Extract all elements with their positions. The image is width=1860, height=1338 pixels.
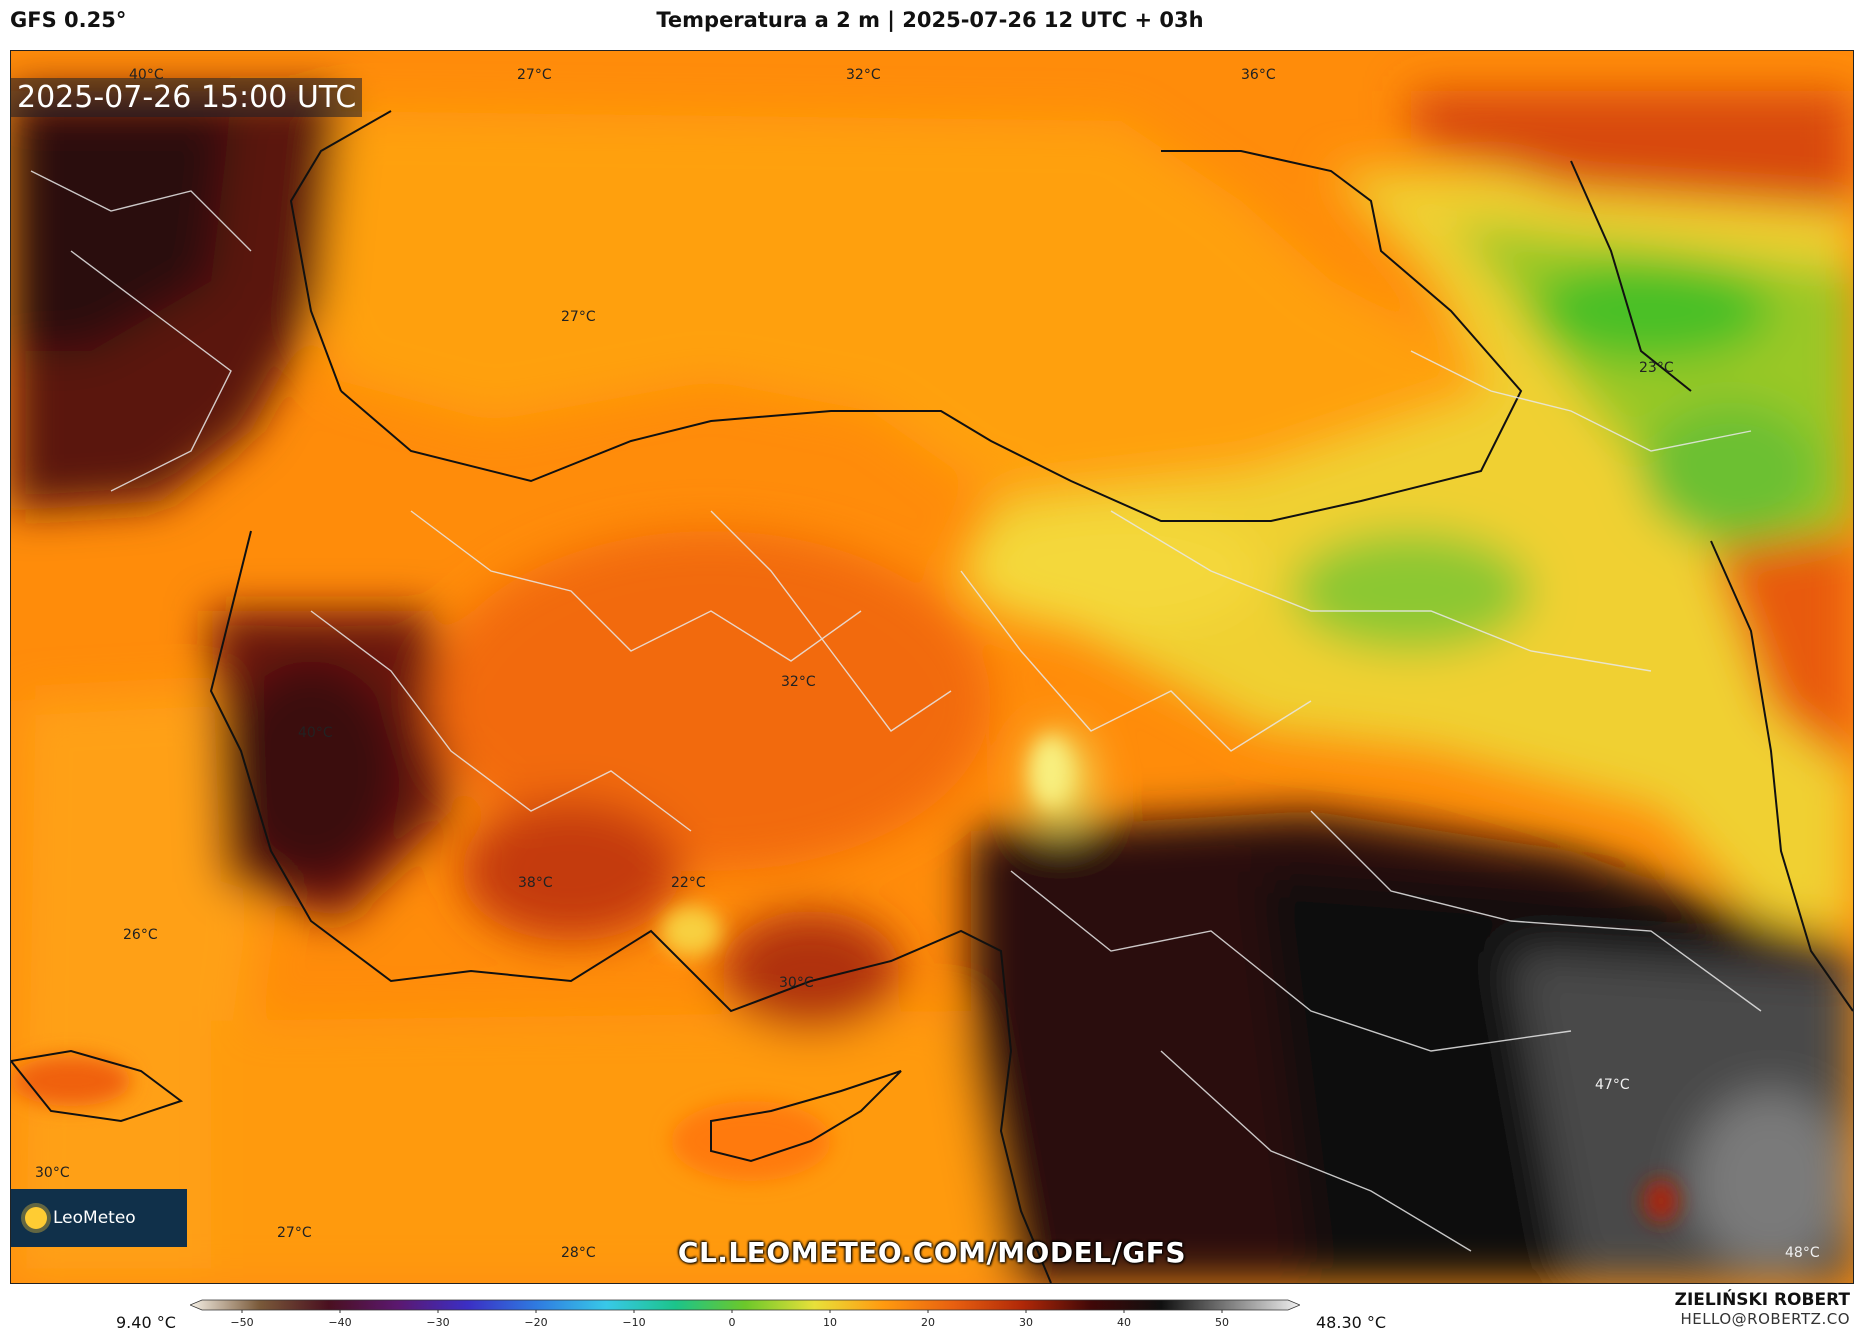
temperature-label: 30°C (779, 975, 814, 991)
border-line (710, 510, 952, 732)
leometeo-logo: LeoMeteo (11, 1189, 187, 1247)
antalya-cool (661, 906, 721, 956)
armenia-green (1641, 401, 1821, 541)
colorbar-tick-label: −30 (426, 1316, 449, 1328)
temperature-field (11, 91, 1853, 1283)
colorbar-tick-label: 50 (1215, 1316, 1229, 1328)
colorbar-tick-label: 10 (823, 1316, 837, 1328)
colorbar-tick-label: 0 (729, 1316, 736, 1328)
temperature-label: 27°C (277, 1225, 312, 1241)
central-anatolia (431, 531, 991, 871)
border-line (960, 570, 1312, 752)
logo-text: LeoMeteo (53, 1208, 136, 1228)
colorbar-tick-label: −50 (230, 1316, 253, 1328)
map-panel: 2025-07-26 15:00 UTC 40°C 27°C 32°C 36°C… (10, 50, 1854, 1284)
temperature-map (11, 51, 1853, 1283)
east-anatolia-green (1291, 531, 1531, 651)
crete-coast (11, 1049, 184, 1123)
temperature-label: 48°C (1785, 1245, 1820, 1261)
temperature-label: 30°C (35, 1165, 70, 1181)
colorbar-tick-label: −20 (524, 1316, 547, 1328)
border-line (410, 510, 862, 662)
author-email: HELLO@ROBERTZ.CO (1680, 1310, 1850, 1328)
south-coast-hot (721, 911, 901, 1031)
coastlines (11, 110, 1853, 1283)
valid-time-label: 2025-07-26 15:00 UTC (11, 78, 363, 117)
sun-icon (25, 1207, 47, 1229)
crimea-hot (1411, 91, 1853, 211)
iran-border-hot (1711, 531, 1853, 771)
author-name: ZIELIŃSKI ROBERT (1674, 1290, 1850, 1310)
aegean-coast (209, 530, 1052, 1283)
colorbar: −50 −40 −30 −20 −10 0 10 20 30 40 50 (190, 1299, 1300, 1328)
iraq-light-grey (1691, 1091, 1851, 1271)
border-line (1310, 810, 1762, 1012)
temperature-label: 27°C (561, 309, 596, 325)
chart-title: Temperatura a 2 m | 2025-07-26 12 UTC + … (656, 8, 1204, 32)
temperature-label: 28°C (561, 1245, 596, 1261)
temperature-label: 36°C (1241, 67, 1276, 83)
colorbar-gradient (190, 1299, 1300, 1311)
border-line (30, 170, 252, 252)
colorbar-tick-label: 20 (921, 1316, 935, 1328)
central-anatolia-hot (461, 801, 681, 941)
colorbar-tick-label: −40 (328, 1316, 351, 1328)
west-anatolia-core (221, 661, 401, 881)
temperature-label: 23°C (1639, 360, 1674, 376)
colorbar-min-label: 9.40 °C (116, 1313, 176, 1332)
temperature-label: 22°C (671, 875, 706, 891)
caucasus-green-core (1531, 261, 1771, 361)
iran-iraq-border (1710, 540, 1853, 1012)
west-black-sea-coast (289, 110, 392, 392)
black-sea-coast (340, 150, 1523, 522)
colorbar-tick-label: 30 (1019, 1316, 1033, 1328)
border-line (310, 610, 692, 832)
black-sea (311, 111, 1521, 521)
cyprus-coast (710, 1070, 902, 1163)
temperature-label: 40°C (129, 67, 164, 83)
temperature-label: 26°C (123, 927, 158, 943)
iraq-hot-spot (1643, 1179, 1679, 1223)
author-block: ZIELIŃSKI ROBERT HELLO@ROBERTZ.CO (1675, 1290, 1850, 1328)
gaziantep-cool (1031, 736, 1071, 806)
balkans-darkest (11, 111, 231, 351)
temperature-label: 47°C (1595, 1077, 1630, 1093)
aegean-sea (11, 691, 261, 1283)
cyprus-warm (671, 1101, 831, 1181)
border-line (1160, 1050, 1472, 1252)
colorbar-tick-label: 40 (1117, 1316, 1131, 1328)
temperature-label: 27°C (517, 67, 552, 83)
temperature-label: 32°C (781, 674, 816, 690)
border-line (1010, 870, 1572, 1052)
admin-borders (30, 170, 1762, 1252)
mediterranean-sea (211, 1011, 1011, 1283)
crete-warm (11, 1056, 131, 1106)
border-line (70, 250, 232, 492)
temperature-label: 38°C (518, 875, 553, 891)
watermark-url: CL.LEOMETEO.COM/MODEL/GFS (677, 1236, 1187, 1269)
caspian-coast (1570, 160, 1692, 392)
model-label: GFS 0.25° (10, 8, 127, 32)
temperature-label: 40°C (298, 725, 333, 741)
colorbar-max-label: 48.30 °C (1316, 1313, 1387, 1332)
colorbar-tick-label: −10 (622, 1316, 645, 1328)
border-line (1410, 350, 1752, 452)
ne-turkey-yellow (961, 511, 1261, 631)
temperature-label: 32°C (846, 67, 881, 83)
border-line (1110, 510, 1652, 672)
